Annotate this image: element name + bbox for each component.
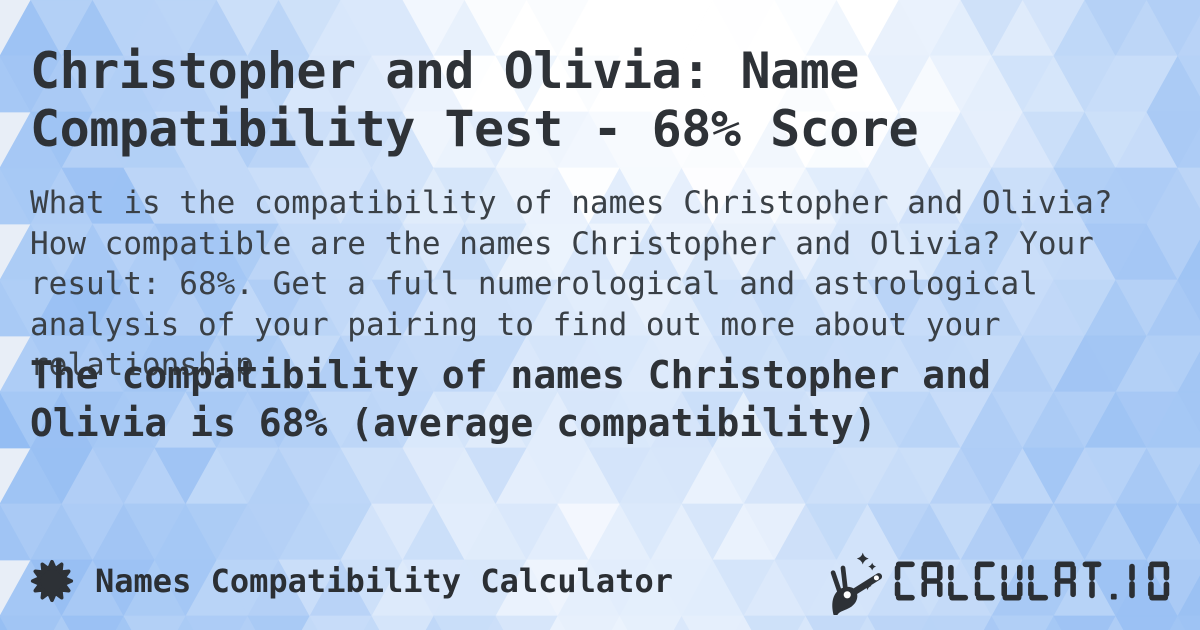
result-subtitle: The compatibility of names Christopher a… bbox=[30, 353, 991, 445]
starburst-icon bbox=[30, 559, 74, 603]
calculat-io-logo bbox=[827, 545, 1170, 617]
logo-text bbox=[894, 561, 1170, 601]
page-description: What is the compatibility of names Chris… bbox=[30, 185, 1113, 383]
brand-label: Names Compatibility Calculator bbox=[95, 562, 673, 600]
page-title: Christopher and Olivia: Name Compatibili… bbox=[30, 42, 919, 158]
magic-wand-hand-icon bbox=[830, 552, 883, 616]
brand: Names Compatibility Calculator bbox=[30, 559, 673, 603]
footer: Names Compatibility Calculator bbox=[30, 545, 1170, 617]
